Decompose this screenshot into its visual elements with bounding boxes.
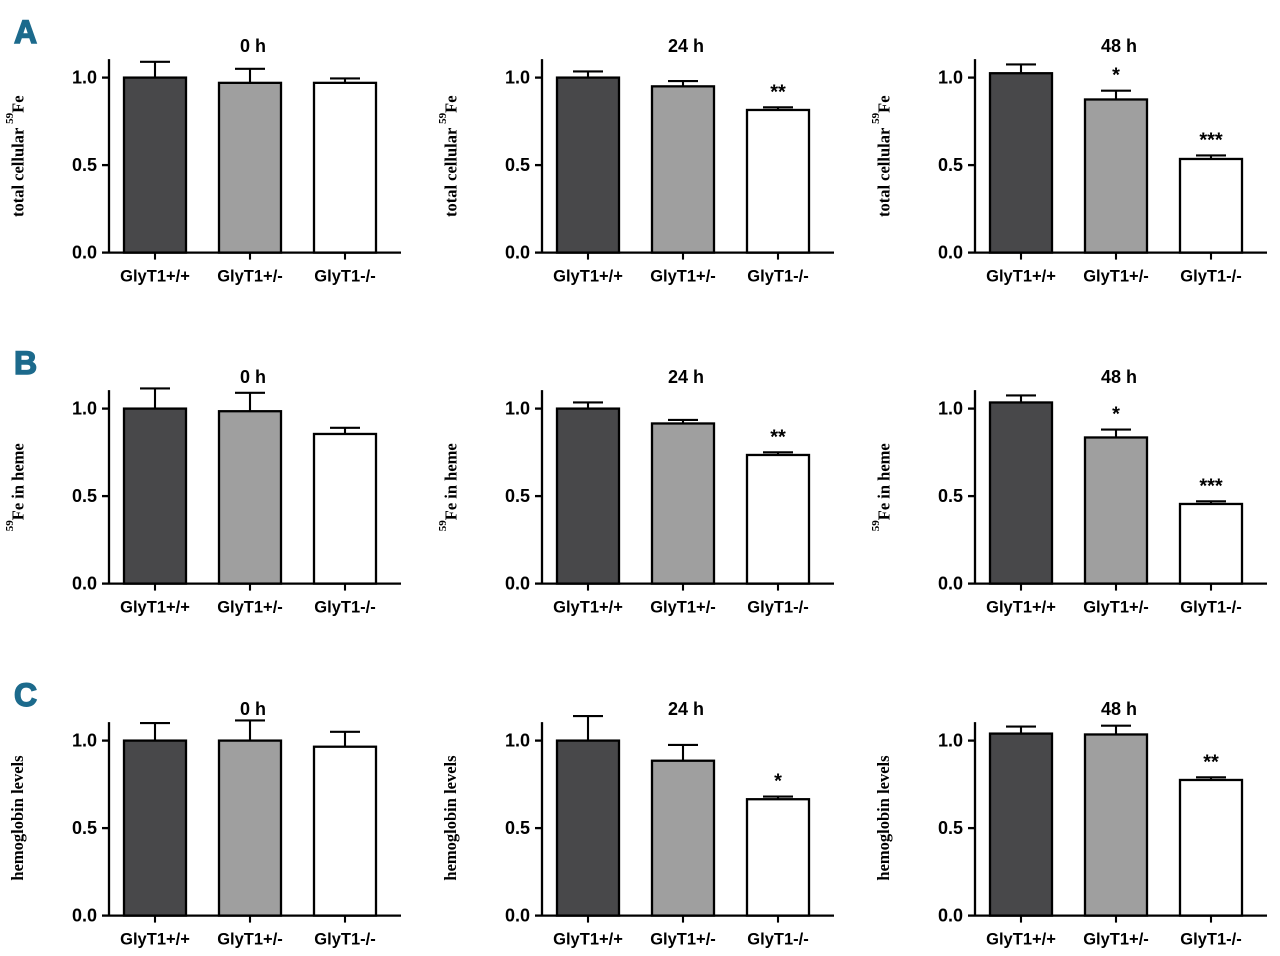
svg-text:GlyT1+/-: GlyT1+/- bbox=[650, 599, 716, 617]
svg-text:GlyT1+/-: GlyT1+/- bbox=[650, 268, 716, 286]
svg-text:***: *** bbox=[1199, 129, 1223, 151]
svg-text:GlyT1+/+: GlyT1+/+ bbox=[986, 930, 1056, 948]
svg-text:0.5: 0.5 bbox=[505, 155, 530, 175]
svg-text:GlyT1-/-: GlyT1-/- bbox=[1180, 930, 1241, 948]
svg-text:GlyT1+/+: GlyT1+/+ bbox=[553, 268, 623, 286]
svg-text:GlyT1+/+: GlyT1+/+ bbox=[553, 599, 623, 617]
svg-text:0.0: 0.0 bbox=[505, 243, 530, 263]
svg-text:0.0: 0.0 bbox=[505, 574, 530, 594]
svg-text:*: * bbox=[1112, 404, 1120, 426]
svg-text:0.5: 0.5 bbox=[938, 155, 963, 175]
svg-text:1.0: 1.0 bbox=[938, 399, 963, 419]
svg-text:0.0: 0.0 bbox=[938, 243, 963, 263]
svg-text:**: ** bbox=[770, 81, 786, 103]
svg-text:0.5: 0.5 bbox=[72, 155, 97, 175]
svg-text:0.5: 0.5 bbox=[505, 486, 530, 506]
svg-text:***: *** bbox=[1199, 476, 1223, 498]
svg-text:1.0: 1.0 bbox=[938, 730, 963, 750]
svg-text:**: ** bbox=[1203, 751, 1219, 773]
svg-text:*: * bbox=[1112, 65, 1120, 87]
svg-text:GlyT1+/+: GlyT1+/+ bbox=[120, 268, 190, 286]
svg-text:0.5: 0.5 bbox=[72, 486, 97, 506]
svg-text:GlyT1-/-: GlyT1-/- bbox=[1180, 268, 1241, 286]
svg-text:1.0: 1.0 bbox=[72, 68, 97, 88]
svg-text:GlyT1-/-: GlyT1-/- bbox=[747, 930, 808, 948]
svg-text:0.0: 0.0 bbox=[72, 243, 97, 263]
svg-text:0.5: 0.5 bbox=[938, 818, 963, 838]
svg-text:1.0: 1.0 bbox=[72, 730, 97, 750]
svg-text:**: ** bbox=[770, 427, 786, 449]
svg-text:0.0: 0.0 bbox=[938, 905, 963, 925]
svg-text:GlyT1-/-: GlyT1-/- bbox=[314, 268, 375, 286]
svg-text:GlyT1-/-: GlyT1-/- bbox=[747, 599, 808, 617]
svg-text:0.0: 0.0 bbox=[72, 574, 97, 594]
svg-text:0.0: 0.0 bbox=[505, 905, 530, 925]
svg-text:1.0: 1.0 bbox=[505, 399, 530, 419]
svg-text:1.0: 1.0 bbox=[938, 68, 963, 88]
svg-text:*: * bbox=[774, 770, 782, 792]
svg-text:GlyT1+/-: GlyT1+/- bbox=[217, 599, 283, 617]
svg-text:GlyT1+/-: GlyT1+/- bbox=[1083, 268, 1149, 286]
svg-text:0.0: 0.0 bbox=[938, 574, 963, 594]
svg-text:GlyT1+/-: GlyT1+/- bbox=[1083, 930, 1149, 948]
svg-text:GlyT1+/-: GlyT1+/- bbox=[217, 268, 283, 286]
svg-text:GlyT1+/-: GlyT1+/- bbox=[650, 930, 716, 948]
svg-text:0.5: 0.5 bbox=[938, 486, 963, 506]
svg-text:GlyT1+/+: GlyT1+/+ bbox=[553, 930, 623, 948]
svg-text:1.0: 1.0 bbox=[72, 399, 97, 419]
svg-text:0.5: 0.5 bbox=[72, 818, 97, 838]
svg-text:GlyT1+/+: GlyT1+/+ bbox=[120, 599, 190, 617]
svg-text:GlyT1+/+: GlyT1+/+ bbox=[986, 599, 1056, 617]
svg-text:0.5: 0.5 bbox=[505, 818, 530, 838]
svg-text:1.0: 1.0 bbox=[505, 68, 530, 88]
svg-text:GlyT1-/-: GlyT1-/- bbox=[314, 599, 375, 617]
svg-text:GlyT1+/-: GlyT1+/- bbox=[217, 930, 283, 948]
svg-text:1.0: 1.0 bbox=[505, 730, 530, 750]
svg-text:GlyT1-/-: GlyT1-/- bbox=[747, 268, 808, 286]
svg-text:GlyT1-/-: GlyT1-/- bbox=[314, 930, 375, 948]
svg-text:GlyT1+/+: GlyT1+/+ bbox=[120, 930, 190, 948]
svg-text:GlyT1+/+: GlyT1+/+ bbox=[986, 268, 1056, 286]
svg-text:0.0: 0.0 bbox=[72, 905, 97, 925]
svg-text:GlyT1-/-: GlyT1-/- bbox=[1180, 599, 1241, 617]
svg-text:GlyT1+/-: GlyT1+/- bbox=[1083, 599, 1149, 617]
